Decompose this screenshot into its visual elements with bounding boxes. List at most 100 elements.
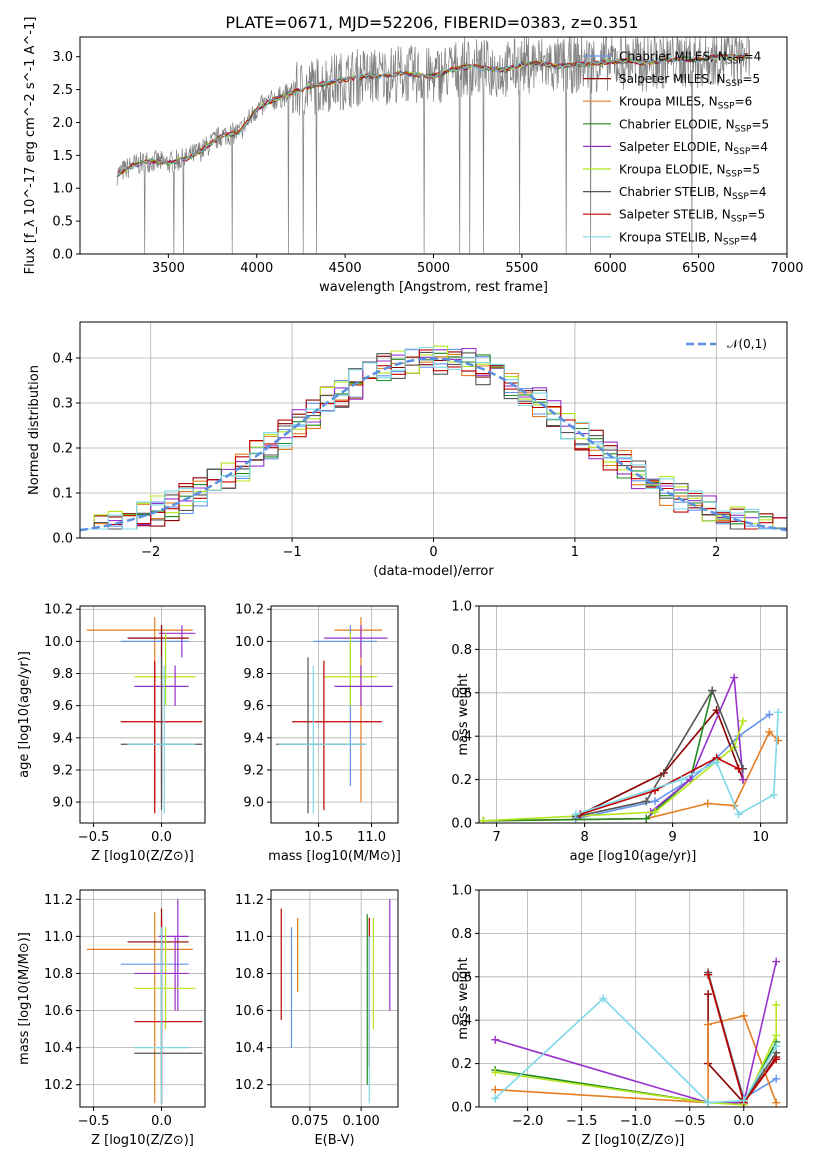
x-axis-label: age [log10(age/yr)] bbox=[570, 849, 697, 864]
plus-marker bbox=[774, 736, 783, 745]
plus-marker bbox=[704, 1098, 713, 1107]
y-tick-label: 11.2 bbox=[44, 893, 73, 908]
y-tick-label: 1.0 bbox=[52, 182, 73, 197]
plus-marker bbox=[772, 1055, 781, 1064]
y-tick-label: 10.2 bbox=[235, 603, 264, 618]
y-tick-label: 0.5 bbox=[52, 215, 73, 230]
x-tick-label: 0.100 bbox=[343, 1114, 380, 1129]
y-tick-label: 9.4 bbox=[243, 731, 264, 746]
y-tick-label: 0.4 bbox=[451, 1014, 472, 1029]
y-tick-label: 0.2 bbox=[451, 1057, 472, 1072]
plus-marker bbox=[772, 1001, 781, 1010]
x-tick-label: −1 bbox=[283, 545, 302, 560]
mass-weight-line bbox=[494, 961, 777, 1104]
y-tick-label: 0.2 bbox=[451, 773, 472, 788]
x-tick-label: 9 bbox=[668, 830, 676, 845]
legend-label: Kroupa ELODIE, NSSP=5 bbox=[619, 163, 760, 180]
x-tick-label: 6000 bbox=[594, 261, 627, 276]
plus-marker bbox=[765, 710, 774, 719]
y-axis-label: Flux [f_λ 10^-17 erg cm^-2 s^-1 A^-1] bbox=[23, 17, 38, 275]
plus-marker bbox=[571, 810, 580, 819]
x-axis-label: Z [log10(Z/Z⊙)] bbox=[582, 1133, 685, 1148]
y-tick-label: 0.0 bbox=[52, 532, 73, 547]
x-tick-label: 0 bbox=[429, 545, 437, 560]
model-spectrum bbox=[116, 53, 749, 177]
plot-area-1 bbox=[80, 322, 787, 538]
y-axis-label: Normed distribution bbox=[27, 365, 42, 495]
y-tick-label: 0.6 bbox=[451, 686, 472, 701]
x-tick-label: 0.0 bbox=[151, 830, 172, 845]
x-tick-label: 7000 bbox=[770, 261, 803, 276]
x-axis-label: mass [log10(M/M⊙)] bbox=[268, 849, 401, 864]
plus-marker bbox=[734, 764, 743, 773]
x-tick-label: 2 bbox=[712, 545, 720, 560]
x-tick-label: 10 bbox=[752, 830, 769, 845]
x-tick-label: 4500 bbox=[329, 261, 362, 276]
plus-marker bbox=[772, 957, 781, 966]
y-tick-label: 9.2 bbox=[52, 763, 73, 778]
y-tick-label: 9.8 bbox=[52, 667, 73, 682]
plus-marker bbox=[739, 717, 747, 726]
y-tick-label: 10.4 bbox=[44, 1041, 73, 1056]
plot-area-3 bbox=[271, 606, 398, 823]
plus-marker bbox=[739, 1096, 748, 1105]
y-tick-label: 1.5 bbox=[52, 149, 73, 164]
figure-title: PLATE=0671, MJD=52206, FIBERID=0383, z=0… bbox=[225, 13, 638, 32]
y-tick-label: 10.0 bbox=[44, 635, 73, 650]
plus-marker bbox=[739, 1011, 748, 1020]
plus-marker bbox=[712, 758, 721, 767]
x-tick-label: 0.075 bbox=[291, 1114, 328, 1129]
y-tick-label: 0.8 bbox=[451, 927, 472, 942]
x-tick-label: −0.5 bbox=[674, 1114, 706, 1129]
y-tick-label: 10.2 bbox=[44, 1078, 73, 1093]
plus-marker bbox=[703, 799, 712, 808]
legend-label: Kroupa MILES, NSSP=6 bbox=[619, 95, 752, 112]
y-axis-label: mass weight bbox=[456, 957, 471, 1039]
plus-marker bbox=[772, 1031, 781, 1040]
plus-marker bbox=[704, 1020, 713, 1029]
mass-weight-line bbox=[483, 690, 713, 822]
x-tick-label: 8 bbox=[580, 830, 588, 845]
plus-marker bbox=[491, 1085, 500, 1094]
plus-marker bbox=[772, 1042, 781, 1051]
plus-marker bbox=[479, 816, 488, 823]
legend-label: 𝒩(0,1) bbox=[727, 337, 767, 351]
y-axis-label: mass [log10(M/M⊙)] bbox=[17, 932, 32, 1065]
plus-marker bbox=[730, 673, 739, 682]
y-tick-label: 2.5 bbox=[52, 83, 73, 98]
y-tick-label: 10.0 bbox=[235, 635, 264, 650]
plot-area-4 bbox=[479, 606, 787, 823]
x-tick-label: 6500 bbox=[682, 261, 715, 276]
axes-frame bbox=[478, 889, 788, 1108]
plus-marker bbox=[651, 797, 659, 806]
y-tick-label: 0.0 bbox=[451, 817, 472, 832]
axes-frame bbox=[79, 605, 206, 824]
x-tick-label: −2.0 bbox=[512, 1114, 544, 1129]
plot-area-6 bbox=[271, 890, 398, 1107]
mass-weight-line bbox=[579, 757, 739, 816]
y-tick-label: 11.0 bbox=[235, 930, 264, 945]
y-axis-label: mass weight bbox=[456, 673, 471, 755]
x-axis-label: wavelength [Angstrom, rest frame] bbox=[319, 280, 548, 295]
plus-marker bbox=[708, 686, 717, 695]
observed-spectrum bbox=[116, 37, 751, 254]
plus-marker bbox=[765, 727, 774, 736]
plus-marker bbox=[704, 990, 713, 999]
x-tick-label: −0.5 bbox=[78, 830, 110, 845]
axes-frame bbox=[270, 889, 399, 1108]
axes-frame bbox=[79, 889, 206, 1108]
y-tick-label: 0.8 bbox=[451, 643, 472, 658]
x-tick-label: 0.0 bbox=[733, 1114, 754, 1129]
y-tick-label: 0.1 bbox=[52, 487, 73, 502]
plus-marker bbox=[704, 970, 713, 979]
mass-weight-line bbox=[707, 974, 777, 1105]
y-tick-label: 9.8 bbox=[243, 667, 264, 682]
x-tick-label: −1.5 bbox=[566, 1114, 598, 1129]
y-tick-label: 9.6 bbox=[52, 699, 73, 714]
legend-label: Chabrier ELODIE, NSSP=5 bbox=[619, 117, 769, 134]
y-tick-label: 9.6 bbox=[243, 699, 264, 714]
y-axis-label: age [log10(age/yr)] bbox=[17, 651, 32, 778]
y-tick-label: 1.0 bbox=[451, 600, 472, 615]
y-tick-label: 0.2 bbox=[52, 442, 73, 457]
